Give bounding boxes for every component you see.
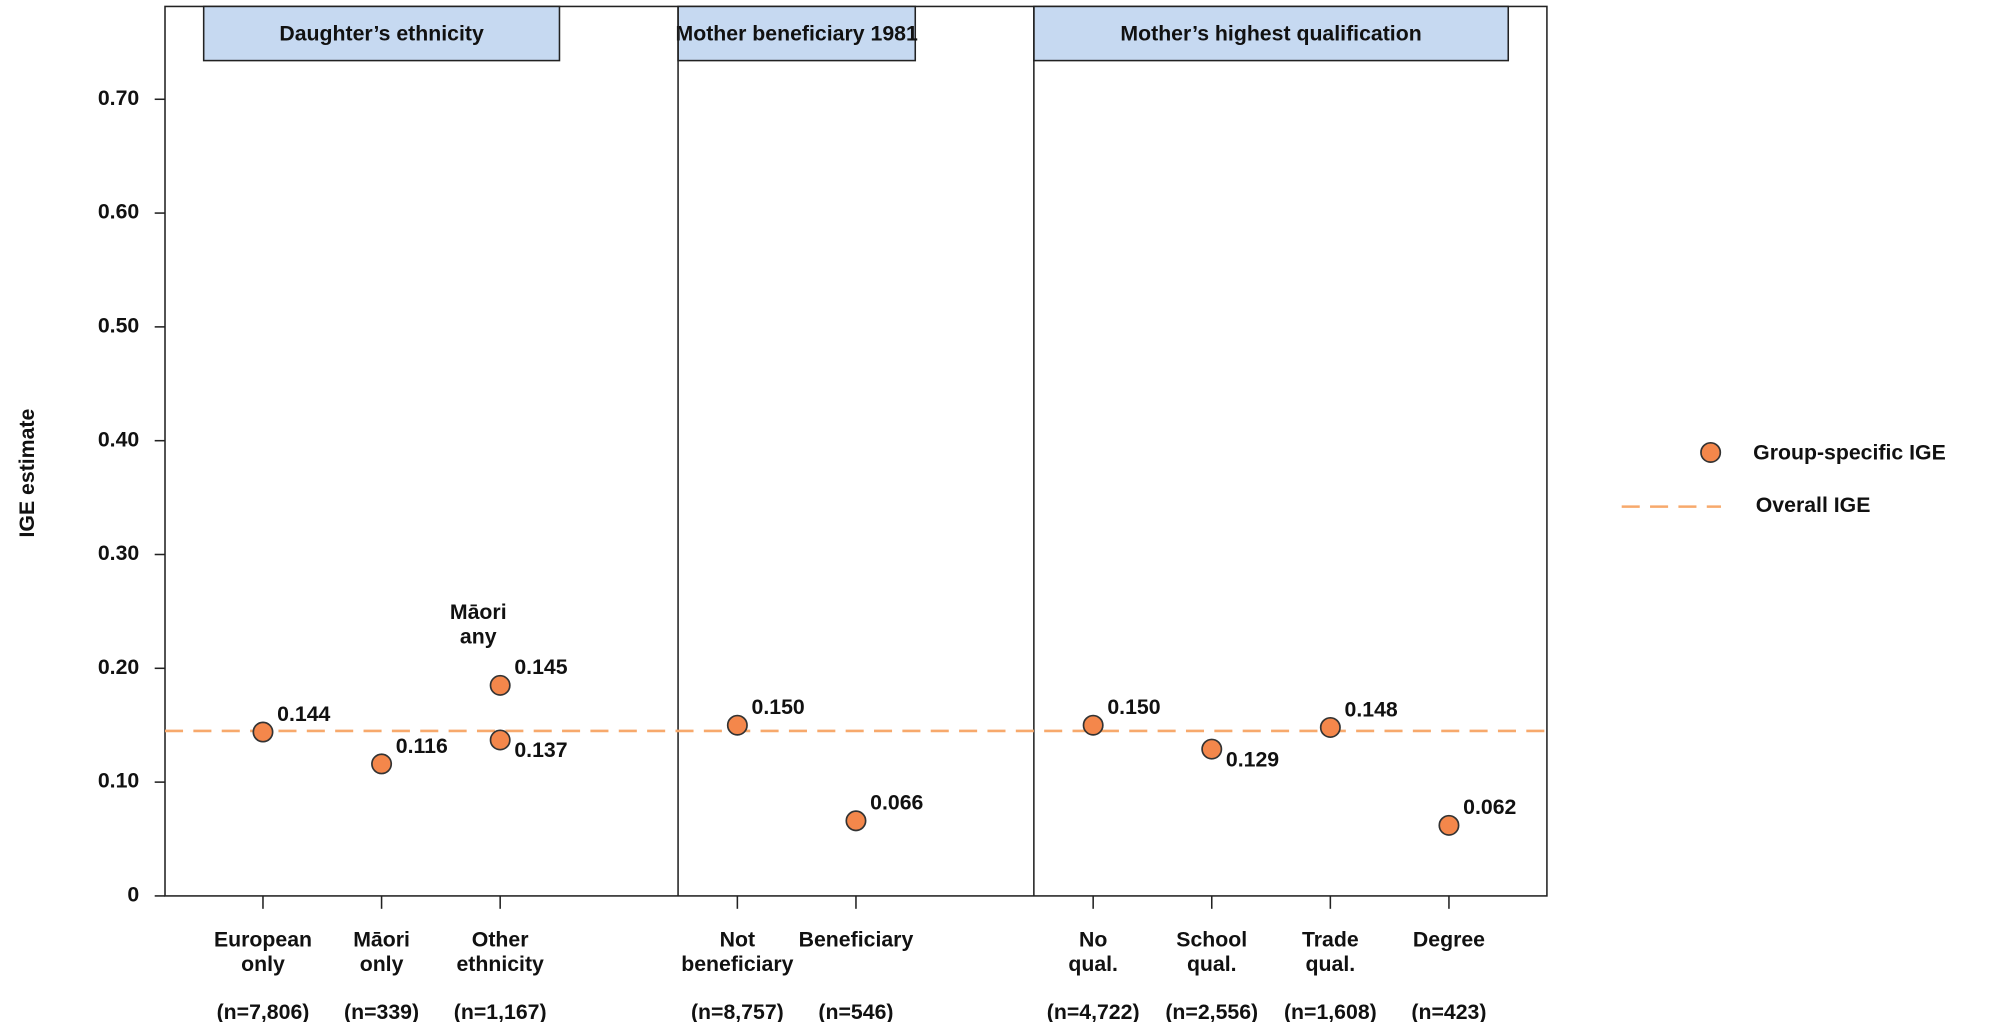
- x-tick-label: Trade: [1302, 928, 1359, 952]
- value-label: 0.137: [514, 738, 567, 762]
- x-tick-label: Other: [472, 928, 529, 952]
- value-label: 0.129: [1226, 747, 1279, 771]
- point: [252, 721, 274, 743]
- y-axis-label: IGE estimate: [15, 409, 39, 538]
- x-tick-label: Not: [720, 928, 755, 952]
- x-tick-label: Māori: [353, 928, 410, 952]
- x-tick-label: only: [360, 952, 404, 976]
- n-label: (n=423): [1411, 1000, 1486, 1022]
- legend-point: [1700, 441, 1722, 463]
- y-tick-label: 0.30: [98, 541, 139, 565]
- x-tick-label: European: [214, 928, 312, 952]
- category-annotation: any: [460, 624, 497, 648]
- legend-label: Overall IGE: [1756, 493, 1871, 517]
- point: [1319, 716, 1341, 738]
- x-tick-label: No: [1079, 928, 1107, 952]
- panel-header: [202, 5, 561, 62]
- x-tick-label: only: [241, 952, 285, 976]
- x-tick-label: ethnicity: [456, 952, 544, 976]
- panel-title: Mother beneficiary 1981: [676, 21, 918, 45]
- y-tick-label: 0: [127, 883, 139, 907]
- n-label: (n=339): [344, 1000, 419, 1022]
- value-label: 0.150: [1107, 695, 1160, 719]
- y-tick-label: 0.10: [98, 769, 139, 793]
- value-label: 0.116: [396, 734, 448, 758]
- n-label: (n=2,556): [1165, 1000, 1258, 1022]
- x-tick-label: qual.: [1068, 952, 1118, 976]
- y-tick-label: 0.20: [98, 655, 139, 679]
- n-label: (n=8,757): [691, 1000, 784, 1022]
- x-tick-label: Beneficiary: [799, 928, 914, 952]
- n-label: (n=1,608): [1284, 1000, 1377, 1022]
- panel-header: [1033, 5, 1510, 62]
- value-label: 0.145: [514, 655, 567, 679]
- value-label: 0.148: [1345, 697, 1398, 721]
- point: [1201, 738, 1223, 760]
- y-tick-label: 0.60: [98, 200, 139, 224]
- x-tick-label: qual.: [1187, 952, 1237, 976]
- point: [1082, 714, 1104, 736]
- n-label: (n=546): [818, 1000, 893, 1022]
- x-tick-label: School: [1176, 928, 1247, 952]
- point: [845, 810, 867, 832]
- panel-header: [677, 5, 917, 62]
- point: [489, 729, 511, 751]
- x-tick-label: qual.: [1306, 952, 1356, 976]
- n-label: (n=7,806): [217, 1000, 310, 1022]
- value-label: 0.144: [277, 702, 330, 726]
- point: [726, 714, 748, 736]
- y-tick-label: 0.70: [98, 86, 139, 110]
- point: [1438, 814, 1460, 836]
- legend-label: Group-specific IGE: [1753, 440, 1946, 464]
- value-label: 0.062: [1463, 795, 1516, 819]
- category-annotation: Māori: [450, 600, 507, 624]
- value-label: 0.150: [752, 695, 805, 719]
- x-tick-label: Degree: [1413, 928, 1485, 952]
- panel-title: Daughter’s ethnicity: [279, 21, 484, 45]
- x-tick-label: beneficiary: [681, 952, 793, 976]
- panel-title: Mother’s highest qualification: [1120, 21, 1421, 45]
- y-tick-label: 0.40: [98, 427, 139, 451]
- y-tick-label: 0.50: [98, 314, 139, 338]
- n-label: (n=1,167): [454, 1000, 547, 1022]
- point: [371, 753, 393, 775]
- value-label: 0.066: [870, 791, 923, 815]
- point: [489, 674, 511, 696]
- n-label: (n=4,722): [1047, 1000, 1140, 1022]
